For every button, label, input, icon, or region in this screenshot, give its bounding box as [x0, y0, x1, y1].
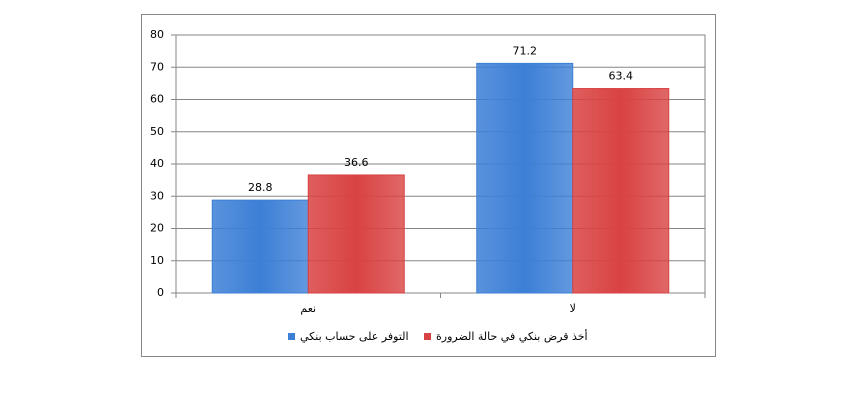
- y-tick-label: 10: [150, 254, 164, 267]
- value-label: 36.6: [344, 156, 369, 169]
- value-label: 28.8: [248, 181, 273, 194]
- bar: [211, 199, 309, 294]
- legend-label: أخذ قرض بنكي في حالة الضرورة: [436, 329, 588, 343]
- legend-swatch: [424, 333, 431, 340]
- bar: [572, 88, 670, 294]
- y-tick-label: 70: [150, 60, 164, 73]
- value-label: 71.2: [513, 44, 538, 57]
- y-tick-label: 80: [150, 28, 164, 41]
- value-label: 63.4: [609, 70, 634, 83]
- bar: [307, 174, 405, 294]
- x-tick-label: لا: [570, 302, 576, 315]
- y-tick-label: 40: [150, 157, 164, 170]
- y-tick-label: 60: [150, 93, 164, 106]
- legend-label: التوفر على حساب بنكي: [300, 330, 409, 343]
- y-tick-label: 0: [157, 286, 164, 299]
- y-tick-label: 20: [150, 222, 164, 235]
- bar: [476, 62, 574, 294]
- x-tick-label: نعم: [300, 302, 316, 315]
- legend-swatch: [288, 333, 295, 340]
- y-tick-label: 50: [150, 125, 164, 138]
- y-tick-label: 30: [150, 189, 164, 202]
